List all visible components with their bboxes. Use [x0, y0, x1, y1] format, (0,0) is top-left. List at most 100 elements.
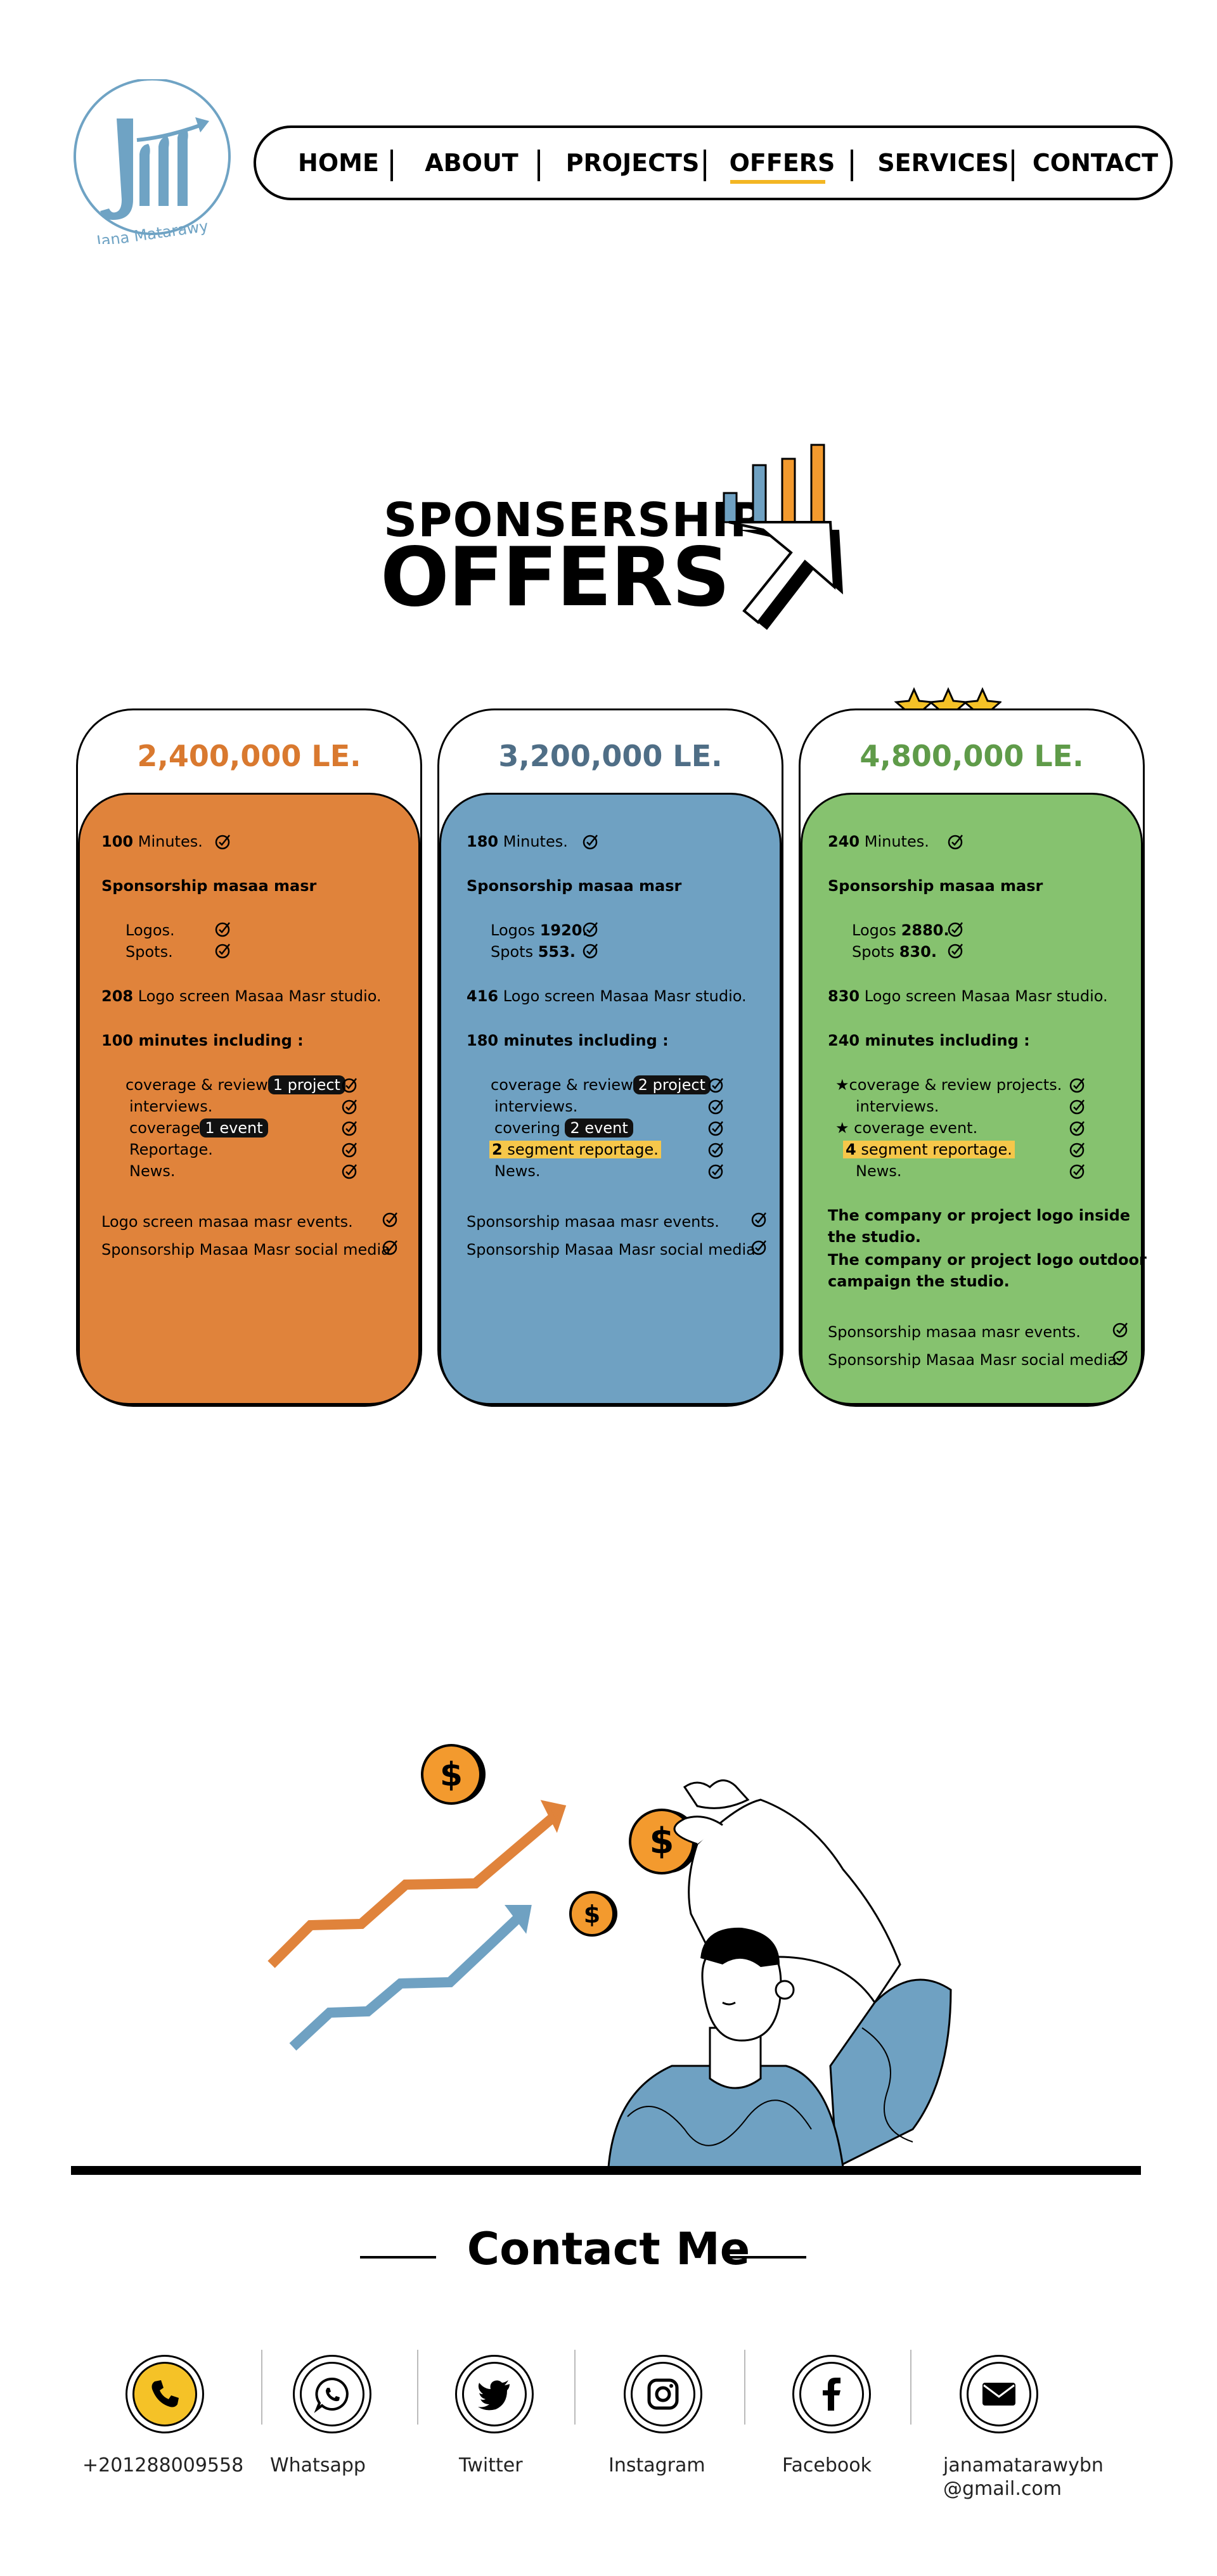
- including-line: 240 minutes including :: [828, 1032, 1030, 1049]
- check-icon: [342, 1143, 357, 1158]
- extra-logo-line1: The company or project logo inside: [828, 1207, 1131, 1224]
- twitter-icon: [478, 2380, 510, 2411]
- logos-line: Logos 1920.: [491, 921, 588, 939]
- ground-line: [71, 2166, 1141, 2175]
- social-line: Sponsorship Masaa Masr social media: [467, 1241, 756, 1259]
- segment-line: 4 segment reportage.: [843, 1141, 1015, 1158]
- growth-illustration: $ $ $: [241, 1724, 976, 2169]
- check-icon: [751, 1212, 766, 1227]
- phone-button[interactable]: [126, 2355, 204, 2433]
- svg-text:$: $: [440, 1756, 463, 1794]
- nav-separator: [851, 150, 853, 181]
- whatsapp-icon: [314, 2377, 349, 2413]
- logo-icon: Jana Matarawy: [74, 78, 231, 250]
- minutes-line: 180 Minutes.: [467, 833, 568, 850]
- phone-label: +201288009558: [82, 2454, 244, 2477]
- contact-separator: [744, 2350, 745, 2425]
- check-icon: [1112, 1323, 1128, 1338]
- instagram-icon: [647, 2378, 679, 2410]
- check-icon: [708, 1121, 723, 1136]
- nav-contact[interactable]: CONTACT: [1032, 149, 1159, 177]
- coverage-review-line: coverage & review 1 project: [126, 1075, 345, 1094]
- news-line: News.: [494, 1162, 541, 1180]
- coverage-review-line: ★coverage & review projects.: [835, 1076, 1062, 1094]
- covering-line: covering 2 event: [494, 1118, 633, 1137]
- logo-screen-line: 830 Logo screen Masaa Masr studio.: [828, 987, 1108, 1005]
- offer-details: 180 Minutes. Sponsorship masaa masr Logo…: [439, 793, 782, 1405]
- offer-details: 100 Minutes. Sponsorship masaa masr Logo…: [78, 793, 420, 1405]
- coin-icon: $: [421, 1744, 486, 1805]
- news-line: News.: [129, 1162, 176, 1180]
- facebook-label: Facebook: [782, 2454, 872, 2477]
- news-line: News.: [856, 1162, 902, 1180]
- title-divider: [360, 2256, 436, 2259]
- facebook-button[interactable]: [792, 2355, 871, 2433]
- nav-offers[interactable]: OFFERS: [729, 149, 835, 177]
- check-icon: [342, 1121, 357, 1136]
- events-line: Logo screen masaa masr events.: [101, 1213, 353, 1231]
- offer-card-standard[interactable]: 3,200,000 LE. 180 Minutes. Sponsorship m…: [437, 708, 783, 1407]
- email-icon: [982, 2383, 1015, 2406]
- nav-projects[interactable]: PROJECTS: [565, 149, 700, 177]
- logo-screen-line: 416 Logo screen Masaa Masr studio.: [467, 987, 747, 1005]
- spots-line: Spots 830.: [852, 943, 937, 961]
- check-icon: [948, 922, 963, 937]
- extra-logo-line2: the studio.: [828, 1228, 922, 1246]
- page-title-line1: SPONSERSHIP: [383, 493, 765, 548]
- sponsorship-line: Sponsorship masaa masr: [101, 877, 317, 895]
- star-icon: ★: [835, 1119, 849, 1137]
- nav-home[interactable]: HOME: [298, 149, 379, 177]
- growth-arrow-icon: [704, 437, 856, 653]
- sponsorship-line: Sponsorship masaa masr: [828, 877, 1043, 895]
- email-label-line1: janamatarawybn: [943, 2454, 1104, 2477]
- offer-card-basic[interactable]: 2,400,000 LE. 100 Minutes. Sponsorship m…: [76, 708, 422, 1407]
- including-line: 100 minutes including :: [101, 1032, 304, 1049]
- nav-separator: [390, 150, 393, 181]
- social-line: Sponsorship Masaa Masr social media: [828, 1351, 1117, 1369]
- extra-logo-line4: campaign the studio.: [828, 1272, 1010, 1290]
- contact-separator: [574, 2350, 576, 2425]
- brand-logo[interactable]: Jana Matarawy: [71, 78, 233, 250]
- including-line: 180 minutes including :: [467, 1032, 669, 1049]
- interviews-line: interviews.: [856, 1098, 939, 1115]
- offer-card-premium[interactable]: 4,800,000 LE. 240 Minutes. Sponsorship m…: [799, 708, 1147, 1407]
- svg-text:$: $: [650, 1821, 674, 1862]
- social-line: Sponsorship Masaa Masr social media: [101, 1241, 390, 1259]
- contact-separator: [910, 2350, 911, 2425]
- check-icon: [583, 835, 598, 850]
- interviews-line: interviews.: [129, 1098, 213, 1115]
- contact-separator: [261, 2350, 262, 2425]
- logos-line: Logos.: [126, 921, 175, 939]
- extra-logo-line3: The company or project logo outdoor: [828, 1251, 1147, 1269]
- check-icon: [1069, 1164, 1085, 1179]
- instagram-button[interactable]: [624, 2355, 702, 2433]
- nav-about[interactable]: ABOUT: [425, 149, 518, 177]
- offer-price: 2,400,000 LE.: [137, 739, 361, 773]
- whatsapp-label: Whatsapp: [270, 2454, 366, 2477]
- events-line: Sponsorship masaa masr events.: [467, 1213, 719, 1231]
- page-title-line2: OFFERS: [380, 530, 730, 625]
- logos-line: Logos 2880.: [852, 921, 950, 939]
- nav-active-indicator: [730, 180, 825, 184]
- email-button[interactable]: [960, 2355, 1038, 2433]
- check-icon: [1069, 1078, 1085, 1093]
- check-icon: [751, 1240, 766, 1255]
- check-icon: [1069, 1099, 1085, 1115]
- check-icon: [1069, 1121, 1085, 1136]
- nav-separator: [538, 150, 540, 181]
- twitter-button[interactable]: [455, 2355, 534, 2433]
- nav-services[interactable]: SERVICES: [877, 149, 1009, 177]
- coverage-line: coverage 1 event: [129, 1118, 268, 1137]
- email-label-line2: @gmail.com: [943, 2478, 1062, 2500]
- logo-screen-line: 208 Logo screen Masaa Masr studio.: [101, 987, 382, 1005]
- nav-separator: [1012, 150, 1014, 181]
- check-icon: [215, 922, 230, 937]
- whatsapp-button[interactable]: [293, 2355, 371, 2433]
- svg-text:$: $: [584, 1900, 600, 1928]
- check-icon: [1069, 1143, 1085, 1158]
- check-icon: [708, 1099, 723, 1115]
- check-icon: [342, 1078, 357, 1093]
- star-icon: ★: [835, 1076, 849, 1094]
- facebook-icon: [823, 2378, 840, 2411]
- check-icon: [215, 944, 230, 959]
